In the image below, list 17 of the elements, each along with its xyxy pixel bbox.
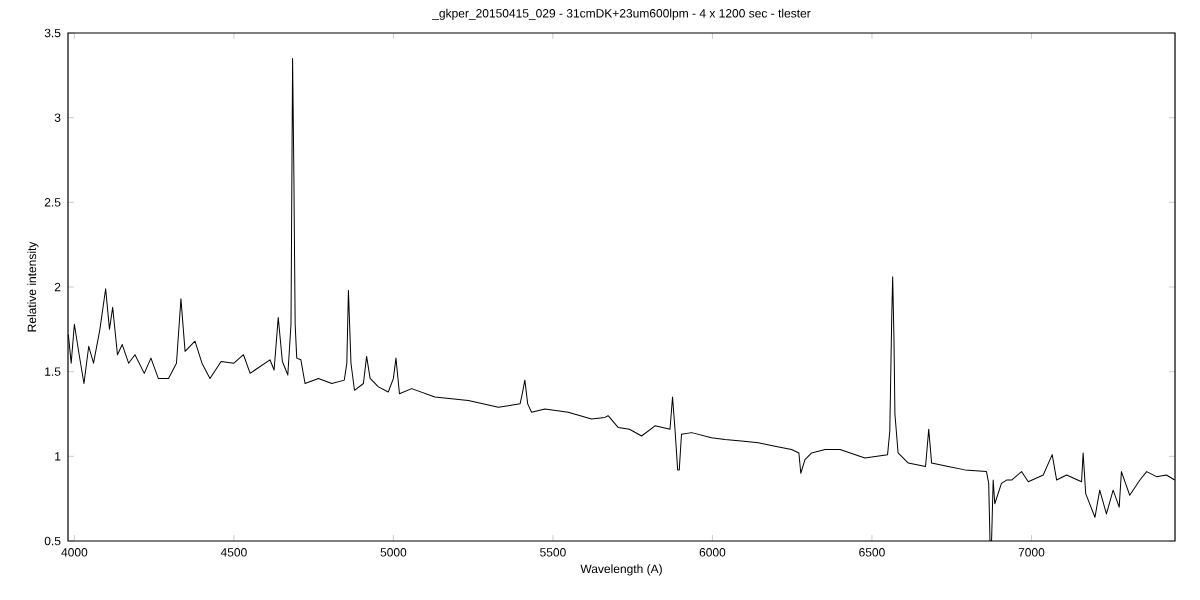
y-tick-label: 3.5 [44,28,61,38]
chart-title: _gkper_20150415_029 - 31cmDK+23um600lpm - 4 x 1200 sec - tlester [432,8,811,20]
x-tick-label: 4000 [61,548,88,557]
y-tick-label: 0.5 [44,536,61,546]
y-tick-label: 3 [54,113,61,122]
x-axis-title: Wavelength (A) [580,564,662,576]
y-tick-label: 2 [54,282,61,292]
y-tick-label: 1 [55,452,61,461]
y-tick-label: 2.5 [44,198,61,207]
x-tick-label: 6500 [859,548,885,557]
x-tick-label: 7000 [1018,548,1045,557]
y-tick-label: 1.5 [45,367,61,376]
x-tick-label: 5500 [540,548,566,557]
x-tick-label: 4500 [220,548,247,557]
x-tick-label: 6000 [699,548,726,557]
x-tick-label: 5000 [380,548,407,557]
y-axis-title: Relative intensity [27,241,39,332]
